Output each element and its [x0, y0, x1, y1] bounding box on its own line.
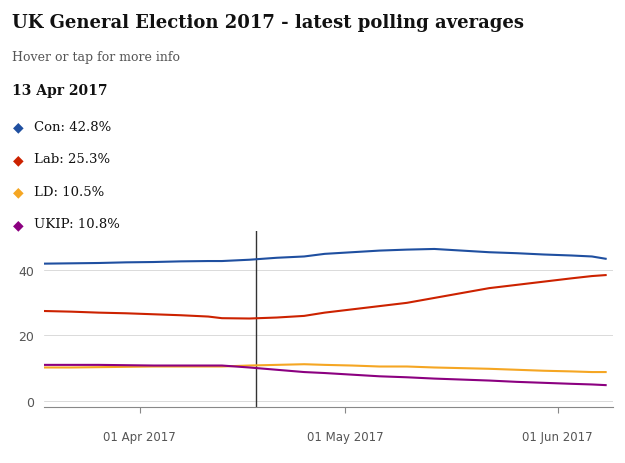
Text: Hover or tap for more info: Hover or tap for more info	[12, 51, 181, 64]
Text: ◆: ◆	[12, 153, 23, 167]
Text: Con: 42.8%: Con: 42.8%	[34, 120, 112, 133]
Text: ◆: ◆	[12, 218, 23, 232]
Text: UKIP: 10.8%: UKIP: 10.8%	[34, 218, 120, 231]
Text: Lab: 25.3%: Lab: 25.3%	[34, 153, 111, 166]
Text: ◆: ◆	[12, 185, 23, 199]
Text: LD: 10.5%: LD: 10.5%	[34, 185, 104, 198]
Text: 13 Apr 2017: 13 Apr 2017	[12, 83, 108, 97]
Text: ◆: ◆	[12, 120, 23, 134]
Text: UK General Election 2017 - latest polling averages: UK General Election 2017 - latest pollin…	[12, 14, 524, 32]
